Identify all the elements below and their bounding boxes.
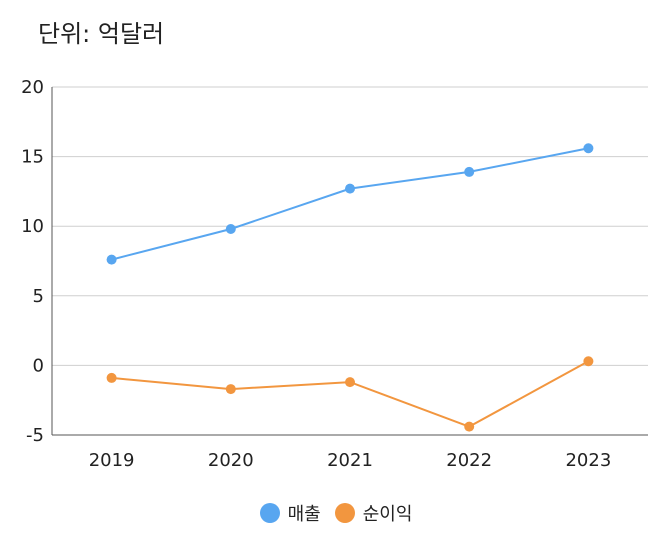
legend-item-revenue[interactable]: 매출	[259, 500, 321, 526]
series-line-1	[111, 360, 589, 428]
x-tick-label: 2021	[327, 450, 373, 471]
x-tick-label: 2019	[89, 450, 135, 471]
y-tick-label: 20	[21, 77, 44, 98]
data-point	[583, 356, 594, 367]
x-tick-label: 2020	[208, 450, 254, 471]
data-point	[464, 166, 475, 177]
series-layer	[106, 143, 594, 432]
data-point	[106, 372, 117, 383]
y-tick-label: 5	[33, 286, 44, 307]
data-point	[345, 183, 355, 194]
legend-label-net-income: 순이익	[362, 504, 413, 525]
gridlines	[52, 86, 648, 366]
axes	[51, 87, 648, 436]
data-point	[225, 384, 236, 395]
x-tick-labels: 2019 2020 2021 2022 2023	[89, 450, 612, 471]
legend-swatch-revenue	[259, 503, 280, 523]
legend-item-net-income[interactable]: 순이익	[334, 500, 413, 526]
legend-label-revenue: 매출	[287, 504, 321, 525]
data-point	[225, 223, 236, 234]
y-tick-labels: 20 15 10 5 0 -5	[21, 77, 44, 446]
y-tick-label: 15	[21, 147, 44, 168]
y-tick-label: 0	[33, 355, 44, 376]
data-point	[464, 421, 475, 432]
legend: 매출 순이익	[0, 500, 672, 526]
x-tick-label: 2023	[565, 450, 611, 471]
y-tick-label: 10	[21, 216, 44, 237]
series-line-0	[111, 147, 589, 261]
data-point	[345, 377, 355, 388]
legend-swatch-net-income	[334, 503, 355, 523]
data-point	[106, 254, 117, 265]
x-tick-label: 2022	[446, 450, 492, 471]
y-tick-label: -5	[26, 425, 44, 446]
data-point	[583, 143, 594, 154]
unit-label: 단위: 억달러	[38, 20, 165, 48]
